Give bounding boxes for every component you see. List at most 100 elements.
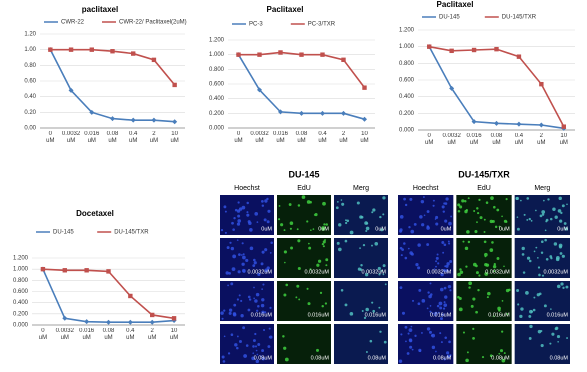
cell xyxy=(365,226,370,231)
point xyxy=(341,110,346,116)
cell xyxy=(254,332,257,336)
cell xyxy=(461,199,465,203)
micrograph xyxy=(334,281,388,321)
cell xyxy=(429,282,432,285)
cell xyxy=(444,336,447,339)
cell xyxy=(555,326,559,330)
cell xyxy=(253,286,255,289)
x-tick-label: 10 uM xyxy=(360,131,369,144)
cell xyxy=(501,299,504,302)
cell xyxy=(278,205,281,207)
cell xyxy=(473,210,476,213)
cell xyxy=(529,309,533,314)
cell xyxy=(234,343,238,347)
x-tick-label-box: 0.016 uM xyxy=(79,328,94,341)
cell xyxy=(442,210,445,213)
point xyxy=(516,54,522,59)
cell xyxy=(266,266,270,270)
cell xyxy=(426,243,430,246)
cell xyxy=(380,228,384,232)
cell xyxy=(237,270,241,274)
legend-label: DU-145 xyxy=(53,230,74,236)
x-tick-label-box: 0.08 uM xyxy=(107,131,119,144)
cell xyxy=(557,209,562,213)
cell xyxy=(426,307,429,310)
cell xyxy=(382,213,385,216)
y-tick-label: 1.000 xyxy=(13,267,29,273)
x-tick-label-box: 0.0032 uM xyxy=(250,131,268,144)
cell xyxy=(439,287,444,292)
cell xyxy=(436,304,440,308)
x-tick-label: 2 uM xyxy=(149,131,159,144)
cell xyxy=(443,286,447,290)
cell xyxy=(221,317,224,320)
cell xyxy=(543,304,547,308)
cell xyxy=(483,240,487,244)
y-tick-label: 0.800 xyxy=(209,67,225,73)
cell xyxy=(470,304,474,308)
x-tick-label-box: 0 uM xyxy=(234,131,242,144)
cell xyxy=(254,299,258,303)
cell xyxy=(260,262,264,266)
cell xyxy=(403,197,406,201)
cell xyxy=(308,246,312,250)
cell xyxy=(255,292,260,297)
cell xyxy=(521,246,525,251)
x-tick-label-box: 10 uM xyxy=(360,131,369,144)
cell xyxy=(313,214,316,216)
cell xyxy=(223,309,226,312)
point xyxy=(341,57,346,62)
cell xyxy=(262,283,265,286)
cell xyxy=(458,307,463,312)
cell xyxy=(496,257,500,260)
cell xyxy=(559,252,563,255)
dose-label: 0.016uM xyxy=(430,312,452,318)
cell xyxy=(399,229,403,233)
cell xyxy=(417,243,421,247)
cell xyxy=(475,271,479,275)
cell xyxy=(356,201,360,205)
point xyxy=(68,47,74,52)
cell xyxy=(562,286,565,289)
point xyxy=(106,269,111,274)
dose-label: 0.08uM xyxy=(550,355,569,361)
cell xyxy=(444,265,447,268)
column-header: Merg xyxy=(534,185,550,192)
cell xyxy=(468,281,472,286)
cell xyxy=(220,229,224,232)
cell xyxy=(316,263,320,267)
cell xyxy=(545,257,549,261)
cell xyxy=(537,329,542,334)
dose-label: 0.016uM xyxy=(308,312,330,318)
cell xyxy=(295,296,298,299)
cell xyxy=(449,289,452,292)
cell xyxy=(443,303,448,307)
y-tick-label: 1.20 xyxy=(24,32,36,38)
cell xyxy=(445,264,449,268)
cell xyxy=(532,308,536,312)
cell xyxy=(443,301,446,304)
cell xyxy=(464,199,467,203)
y-tick-label: 0.60 xyxy=(24,79,36,85)
cell xyxy=(289,221,294,225)
dose-label: 0.08uM xyxy=(433,355,452,361)
cell xyxy=(223,205,227,209)
cell xyxy=(540,343,544,348)
cell xyxy=(401,311,406,315)
y-tick-label: 1.200 xyxy=(399,28,415,34)
cell xyxy=(236,209,241,213)
y-tick-label: 0.200 xyxy=(209,111,225,117)
cell xyxy=(269,251,272,254)
cell xyxy=(407,332,410,335)
cell xyxy=(252,345,255,348)
point xyxy=(84,319,90,325)
cell xyxy=(269,306,272,310)
cell xyxy=(515,196,519,200)
x-tick-label-box: 0.4 uM xyxy=(318,131,326,144)
cell xyxy=(439,306,443,310)
y-tick-label: 0.40 xyxy=(24,94,36,100)
y-tick-label: 0.400 xyxy=(209,96,225,102)
chart-title: Paclitaxel xyxy=(437,0,474,9)
cell xyxy=(251,356,255,361)
